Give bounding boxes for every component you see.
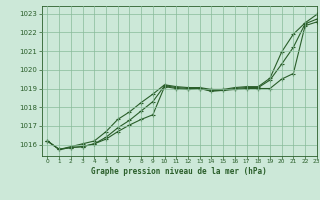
X-axis label: Graphe pression niveau de la mer (hPa): Graphe pression niveau de la mer (hPa): [91, 167, 267, 176]
